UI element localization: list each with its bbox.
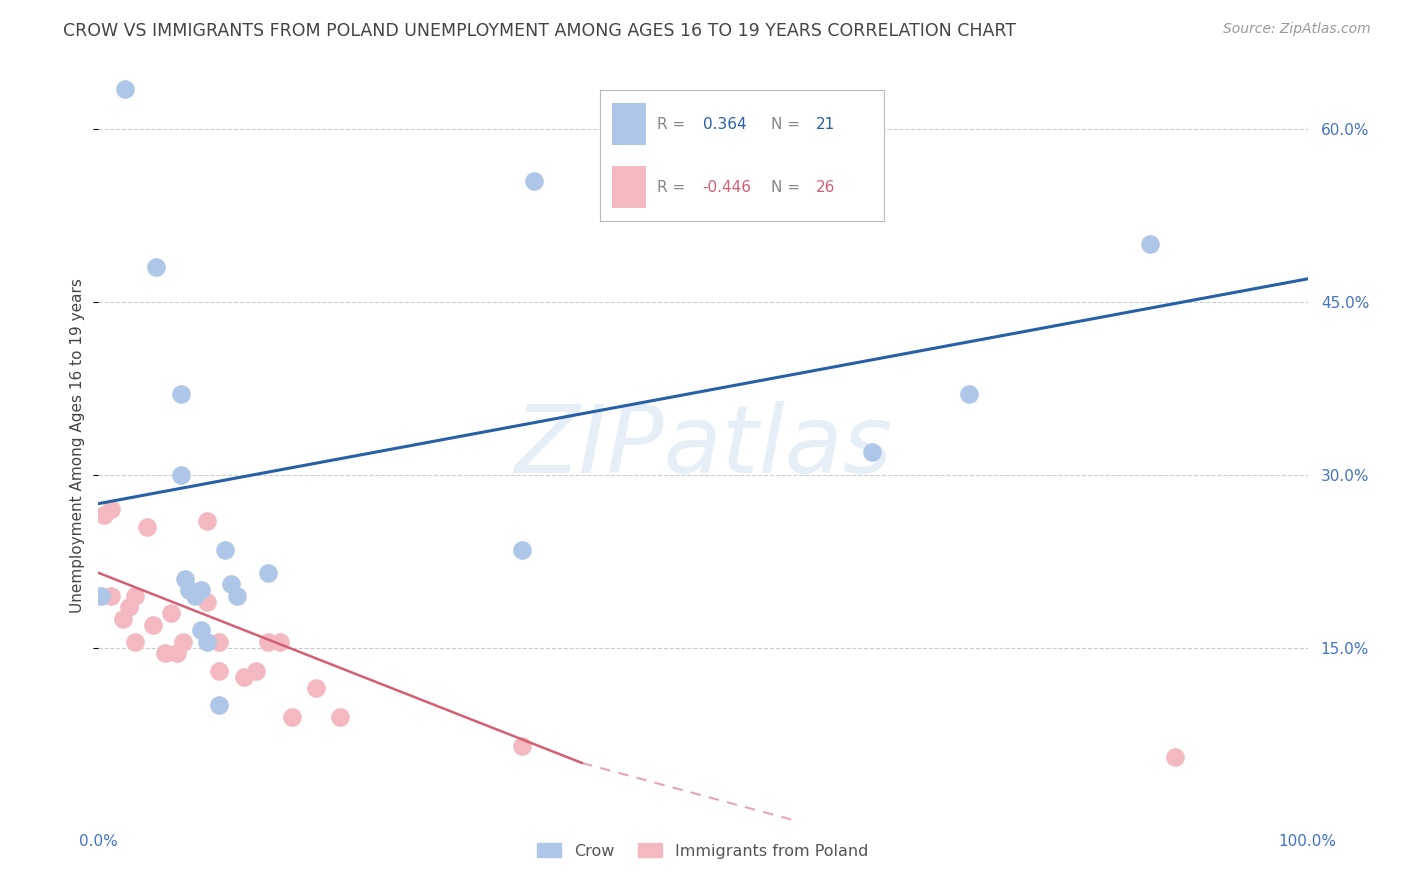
Point	[114, 81, 136, 95]
Point	[172, 635, 194, 649]
Text: ZIPatlas: ZIPatlas	[515, 401, 891, 491]
Point	[124, 589, 146, 603]
Point	[184, 589, 207, 603]
Text: CROW VS IMMIGRANTS FROM POLAND UNEMPLOYMENT AMONG AGES 16 TO 19 YEARS CORRELATIO: CROW VS IMMIGRANTS FROM POLAND UNEMPLOYM…	[63, 22, 1017, 40]
Point	[174, 572, 197, 586]
Point	[124, 635, 146, 649]
Point	[957, 387, 980, 401]
Point	[142, 617, 165, 632]
Point	[510, 739, 533, 753]
Point	[169, 467, 191, 482]
Point	[269, 635, 291, 649]
Point	[329, 710, 352, 724]
Point	[232, 669, 254, 683]
Point	[305, 681, 328, 695]
Text: Source: ZipAtlas.com: Source: ZipAtlas.com	[1223, 22, 1371, 37]
Point	[256, 635, 278, 649]
Point	[860, 444, 883, 458]
Point	[208, 635, 231, 649]
Point	[281, 710, 304, 724]
Point	[118, 600, 141, 615]
Point	[153, 647, 176, 661]
Point	[256, 566, 278, 580]
Point	[195, 514, 218, 528]
Point	[93, 508, 115, 523]
Y-axis label: Unemployment Among Ages 16 to 19 years: Unemployment Among Ages 16 to 19 years	[70, 278, 86, 614]
Point	[190, 624, 212, 638]
Point	[221, 577, 243, 591]
Point	[179, 583, 201, 598]
Point	[100, 589, 122, 603]
Point	[145, 260, 167, 275]
Point	[190, 583, 212, 598]
Point	[166, 647, 188, 661]
Point	[100, 502, 122, 516]
Point	[208, 664, 231, 678]
Point	[523, 174, 546, 188]
Point	[208, 698, 231, 713]
Point	[1163, 750, 1185, 764]
Point	[90, 589, 112, 603]
Point	[111, 612, 134, 626]
Point	[135, 519, 157, 533]
Point	[1139, 237, 1161, 252]
Point	[245, 664, 267, 678]
Point	[195, 635, 218, 649]
Point	[160, 606, 183, 620]
Point	[169, 387, 191, 401]
Point	[226, 589, 249, 603]
Point	[214, 542, 236, 557]
Point	[510, 542, 533, 557]
Point	[195, 594, 218, 608]
Legend: Crow, Immigrants from Poland: Crow, Immigrants from Poland	[531, 837, 875, 865]
